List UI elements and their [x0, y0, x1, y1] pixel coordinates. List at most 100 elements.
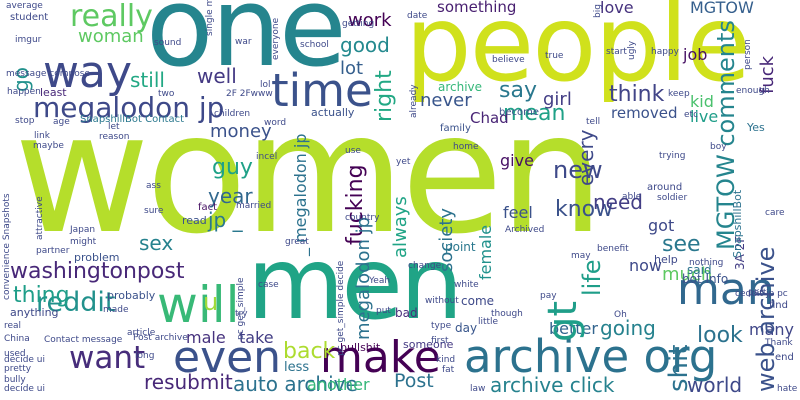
cloud-word: keep: [668, 89, 690, 99]
cloud-word: think: [609, 82, 665, 107]
cloud-word: point: [445, 240, 476, 254]
cloud-word: fact: [198, 202, 218, 213]
cloud-word: etc: [684, 110, 699, 120]
cloud-word: message compose: [6, 69, 90, 79]
cloud-word: ugly: [627, 40, 637, 60]
cloud-word: Japan: [70, 225, 96, 235]
cloud-word: family: [440, 123, 471, 134]
cloud-word: well: [197, 64, 237, 88]
cloud-word: need: [593, 190, 643, 214]
cloud-word: much: [662, 264, 713, 285]
cloud-word: around: [647, 182, 683, 193]
cloud-word: used: [4, 349, 26, 359]
cloud-word: life: [578, 259, 606, 296]
cloud-word: let: [108, 122, 120, 132]
cloud-word: link: [34, 131, 50, 141]
cloud-word: hate: [777, 384, 798, 394]
cloud-word: thing: [13, 283, 70, 308]
cloud-word: average: [6, 1, 43, 11]
cloud-word: Oh: [614, 310, 627, 320]
cloud-word: MGTOW: [690, 0, 754, 17]
cloud-word: use: [345, 146, 361, 156]
cloud-word: boy: [710, 142, 727, 152]
cloud-word: help: [654, 253, 678, 266]
cloud-word: able: [622, 192, 642, 202]
cloud-word: right: [372, 70, 397, 122]
cloud-word: article: [127, 328, 156, 338]
cloud-word: long: [135, 351, 155, 361]
cloud-word: though: [491, 309, 523, 319]
cloud-word: girl: [543, 89, 572, 110]
cloud-word: bad: [395, 306, 418, 320]
cloud-word: happy: [651, 47, 679, 57]
cloud-word: something: [437, 0, 517, 16]
cloud-word: change: [408, 261, 442, 271]
cloud-word: Yes: [747, 121, 765, 134]
cloud-word: want: [69, 340, 146, 376]
cloud-word: woman: [78, 26, 144, 47]
cloud-word: end: [775, 352, 794, 363]
cloud-word: shit: [664, 344, 694, 392]
cloud-word: try: [235, 309, 248, 319]
cloud-word: decide ui: [4, 355, 46, 365]
cloud-word: without: [425, 296, 459, 306]
cloud-word: Yeah: [369, 276, 391, 286]
cloud-word: ass: [146, 181, 161, 191]
cloud-word: men: [247, 225, 463, 342]
cloud-word: enough: [736, 86, 770, 96]
cloud-word: see: [662, 232, 701, 257]
cloud-word: sure: [144, 206, 164, 216]
cloud-word: archive: [438, 80, 483, 94]
cloud-word: lol: [260, 80, 271, 90]
cloud-word: megalodon jp: [33, 91, 225, 124]
cloud-word: man: [677, 264, 775, 315]
cloud-word: work: [348, 10, 392, 31]
cloud-word: kind: [436, 355, 456, 365]
cloud-word: become: [499, 107, 540, 118]
cloud-word: getting: [342, 19, 375, 29]
cloud-word: soldier: [657, 193, 688, 203]
cloud-word: pay: [540, 291, 557, 301]
cloud-word: bullshit: [340, 341, 381, 354]
cloud-word: pretty: [4, 364, 32, 374]
cloud-word: read: [182, 214, 207, 227]
cloud-word: washingtonpost: [10, 259, 185, 284]
cloud-word: married: [236, 201, 272, 211]
cloud-word: SnapshillBot: [731, 189, 744, 258]
cloud-word: probably: [107, 289, 156, 302]
cloud-word: archive click: [490, 373, 615, 397]
cloud-word: real: [4, 321, 22, 331]
cloud-word: little: [478, 317, 499, 327]
cloud-word: put: [376, 306, 391, 316]
cloud-word: back: [283, 339, 336, 364]
cloud-word: trying: [659, 151, 686, 161]
cloud-word: type: [431, 321, 452, 331]
cloud-word: many: [749, 320, 794, 339]
cloud-word: good: [340, 33, 390, 57]
cloud-word: people: [405, 0, 751, 105]
cloud-word: sound: [154, 38, 182, 48]
cloud-word: everyone: [271, 17, 281, 60]
cloud-word: partner: [36, 246, 70, 256]
cloud-word: bully: [4, 375, 26, 385]
cloud-word: kid: [690, 92, 714, 111]
cloud-word: law: [470, 384, 486, 394]
cloud-word: 2F 2Fwww: [226, 89, 273, 99]
cloud-word: less: [284, 360, 310, 375]
cloud-word: believe: [492, 55, 525, 65]
cloud-word: case: [258, 280, 279, 290]
cloud-word: someone: [403, 338, 454, 351]
cloud-word: first: [431, 336, 449, 346]
cloud-word: jp pc: [766, 289, 788, 299]
cloud-word: better: [549, 319, 598, 338]
cloud-word: money: [210, 121, 272, 142]
cloud-word: big: [593, 4, 603, 18]
cloud-word: actually: [311, 106, 355, 119]
cloud-word: really: [70, 0, 153, 34]
cloud-word: China: [4, 334, 30, 344]
cloud-word: care: [765, 208, 785, 218]
cloud-word: age: [53, 117, 70, 127]
cloud-word: convenience Snapshots: [2, 193, 12, 300]
cloud-word: start: [606, 47, 627, 57]
cloud-word: going: [600, 316, 656, 340]
